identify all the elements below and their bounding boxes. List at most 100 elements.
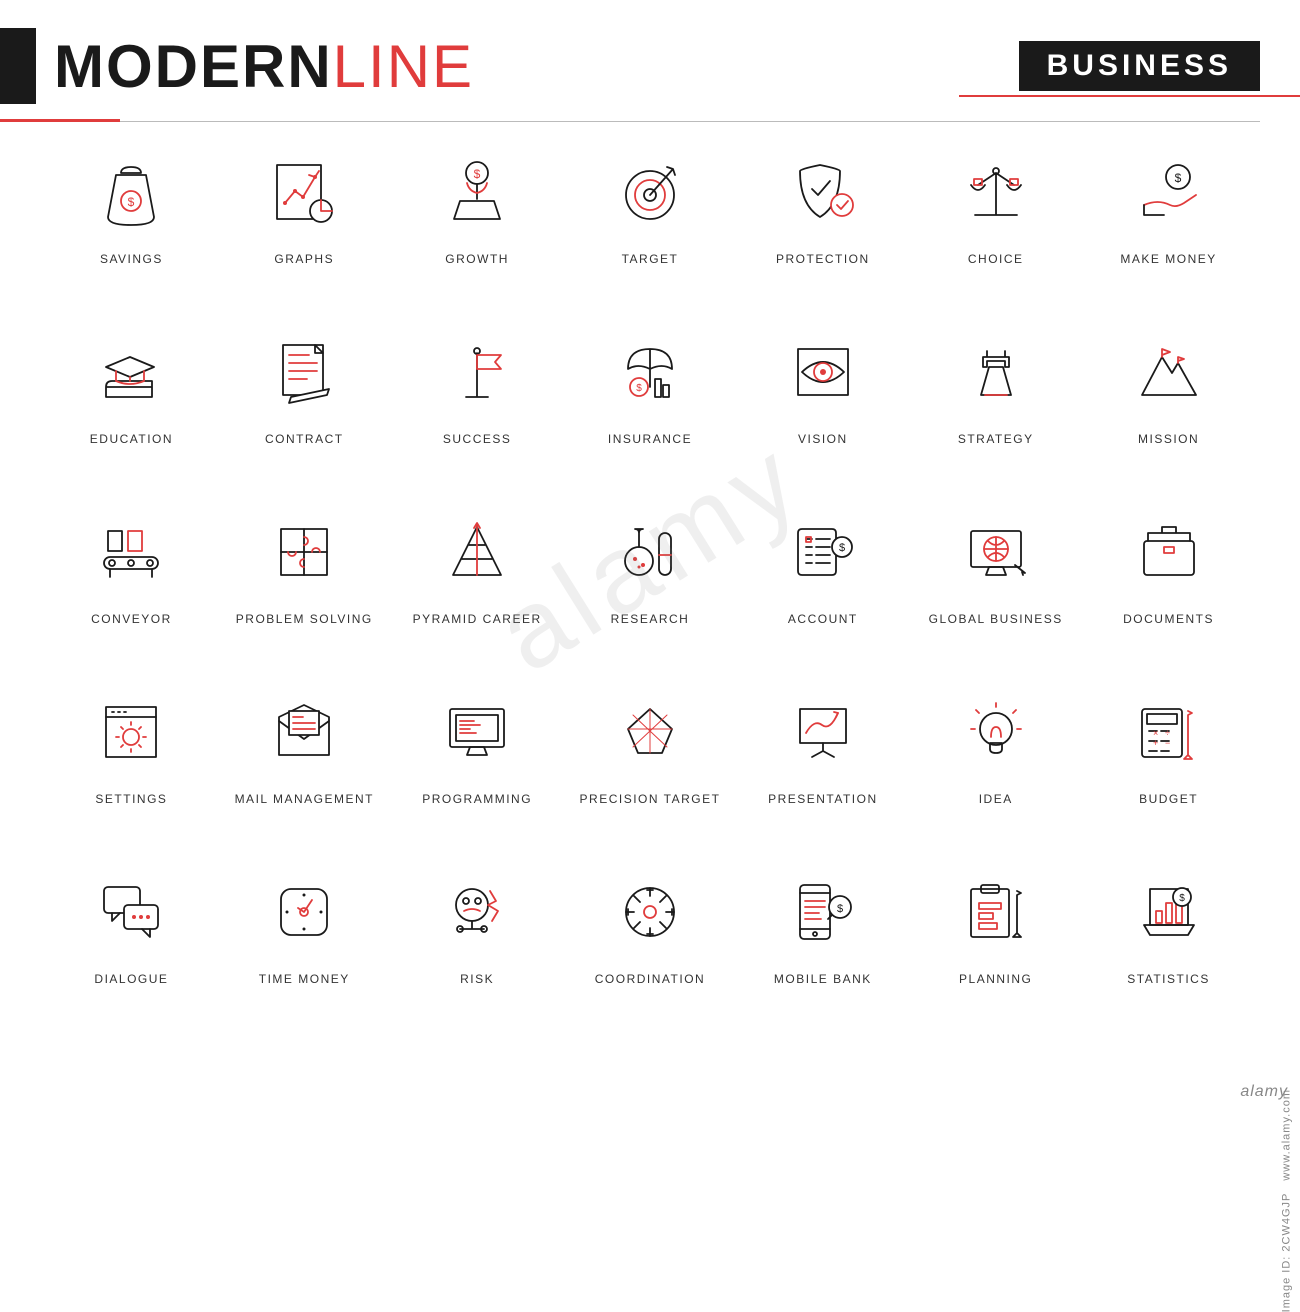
icon-label: VISION	[798, 432, 848, 446]
icon-cell: PYRAMID CAREER	[396, 512, 559, 682]
icon-cell: DOCUMENTS	[1087, 512, 1250, 682]
icon-cell: MAKE MONEY	[1087, 152, 1250, 322]
icon-cell: MAIL MANAGEMENT	[223, 692, 386, 862]
planning-icon	[956, 872, 1036, 952]
idea-icon	[956, 692, 1036, 772]
icon-label: MOBILE BANK	[774, 972, 872, 986]
header-divider	[0, 121, 1260, 122]
icon-cell: PRECISION TARGET	[569, 692, 732, 862]
icon-cell: ACCOUNT	[741, 512, 904, 682]
icon-cell: RESEARCH	[569, 512, 732, 682]
mail-management-icon	[264, 692, 344, 772]
icon-cell: PROTECTION	[741, 152, 904, 322]
risk-icon	[437, 872, 517, 952]
icon-label: MAKE MONEY	[1120, 252, 1216, 266]
conveyor-icon	[91, 512, 171, 592]
icon-label: PRESENTATION	[768, 792, 878, 806]
mission-icon	[1129, 332, 1209, 412]
icon-label: SETTINGS	[95, 792, 167, 806]
icon-label: IDEA	[979, 792, 1013, 806]
mobile-bank-icon	[783, 872, 863, 952]
documents-icon	[1129, 512, 1209, 592]
growth-icon	[437, 152, 517, 232]
icon-cell: STRATEGY	[914, 332, 1077, 502]
graphs-icon	[264, 152, 344, 232]
icon-label: CHOICE	[968, 252, 1024, 266]
budget-icon	[1129, 692, 1209, 772]
icon-cell: BUDGET	[1087, 692, 1250, 862]
header: MODERNLINE BUSINESS	[0, 0, 1300, 122]
icon-cell: PROBLEM SOLVING	[223, 512, 386, 682]
precision-target-icon	[610, 692, 690, 772]
icon-label: EDUCATION	[90, 432, 173, 446]
icon-label: PROGRAMMING	[422, 792, 532, 806]
icon-cell: VISION	[741, 332, 904, 502]
strategy-icon	[956, 332, 1036, 412]
icon-label: DIALOGUE	[94, 972, 168, 986]
icon-cell: PRESENTATION	[741, 692, 904, 862]
icon-cell: GLOBAL BUSINESS	[914, 512, 1077, 682]
problem-solving-icon	[264, 512, 344, 592]
icon-cell: SUCCESS	[396, 332, 559, 502]
statistics-icon	[1129, 872, 1209, 952]
icon-label: PRECISION TARGET	[580, 792, 721, 806]
icon-label: STRATEGY	[958, 432, 1034, 446]
badge-underline	[959, 95, 1300, 97]
icon-cell: CONVEYOR	[50, 512, 213, 682]
icon-cell: PLANNING	[914, 872, 1077, 1042]
icon-cell: INSURANCE	[569, 332, 732, 502]
icon-cell: TIME MONEY	[223, 872, 386, 1042]
account-icon	[783, 512, 863, 592]
icon-label: GLOBAL BUSINESS	[929, 612, 1063, 626]
header-divider-accent	[0, 119, 120, 122]
icon-cell: SETTINGS	[50, 692, 213, 862]
icon-cell: GROWTH	[396, 152, 559, 322]
icon-cell: SAVINGS	[50, 152, 213, 322]
icon-label: PROBLEM SOLVING	[236, 612, 373, 626]
research-icon	[610, 512, 690, 592]
icon-grid: SAVINGSGRAPHSGROWTHTARGETPROTECTIONCHOIC…	[0, 122, 1300, 1082]
insurance-icon	[610, 332, 690, 412]
contract-icon	[264, 332, 344, 412]
category-badge: BUSINESS	[1019, 41, 1260, 91]
vision-icon	[783, 332, 863, 412]
image-id-tag: Image ID: 2CW4GJP www.alamy.com	[1280, 1089, 1292, 1312]
icon-label: CONTRACT	[265, 432, 344, 446]
global-business-icon	[956, 512, 1036, 592]
icon-cell: COORDINATION	[569, 872, 732, 1042]
make-money-icon	[1129, 152, 1209, 232]
icon-cell: CONTRACT	[223, 332, 386, 502]
page-title: MODERNLINE	[54, 32, 1019, 101]
icon-cell: DIALOGUE	[50, 872, 213, 1042]
icon-cell: MISSION	[1087, 332, 1250, 502]
protection-icon	[783, 152, 863, 232]
icon-label: ACCOUNT	[788, 612, 858, 626]
header-accent-block	[0, 28, 36, 104]
icon-label: SAVINGS	[100, 252, 163, 266]
icon-label: TIME MONEY	[259, 972, 350, 986]
icon-label: RESEARCH	[611, 612, 690, 626]
category-badge-label: BUSINESS	[1047, 49, 1232, 82]
icon-cell: GRAPHS	[223, 152, 386, 322]
dialogue-icon	[91, 872, 171, 952]
icon-label: SUCCESS	[443, 432, 512, 446]
icon-cell: CHOICE	[914, 152, 1077, 322]
icon-label: GROWTH	[445, 252, 509, 266]
icon-cell: EDUCATION	[50, 332, 213, 502]
icon-label: STATISTICS	[1127, 972, 1210, 986]
icon-label: DOCUMENTS	[1123, 612, 1214, 626]
target-icon	[610, 152, 690, 232]
settings-icon	[91, 692, 171, 772]
icon-label: PYRAMID CAREER	[413, 612, 542, 626]
success-icon	[437, 332, 517, 412]
icon-label: PLANNING	[959, 972, 1032, 986]
icon-label: INSURANCE	[608, 432, 692, 446]
icon-label: COORDINATION	[595, 972, 705, 986]
savings-icon	[91, 152, 171, 232]
programming-icon	[437, 692, 517, 772]
icon-label: RISK	[460, 972, 494, 986]
pyramid-career-icon	[437, 512, 517, 592]
icon-cell: PROGRAMMING	[396, 692, 559, 862]
title-part-line: LINE	[333, 33, 474, 100]
choice-icon	[956, 152, 1036, 232]
